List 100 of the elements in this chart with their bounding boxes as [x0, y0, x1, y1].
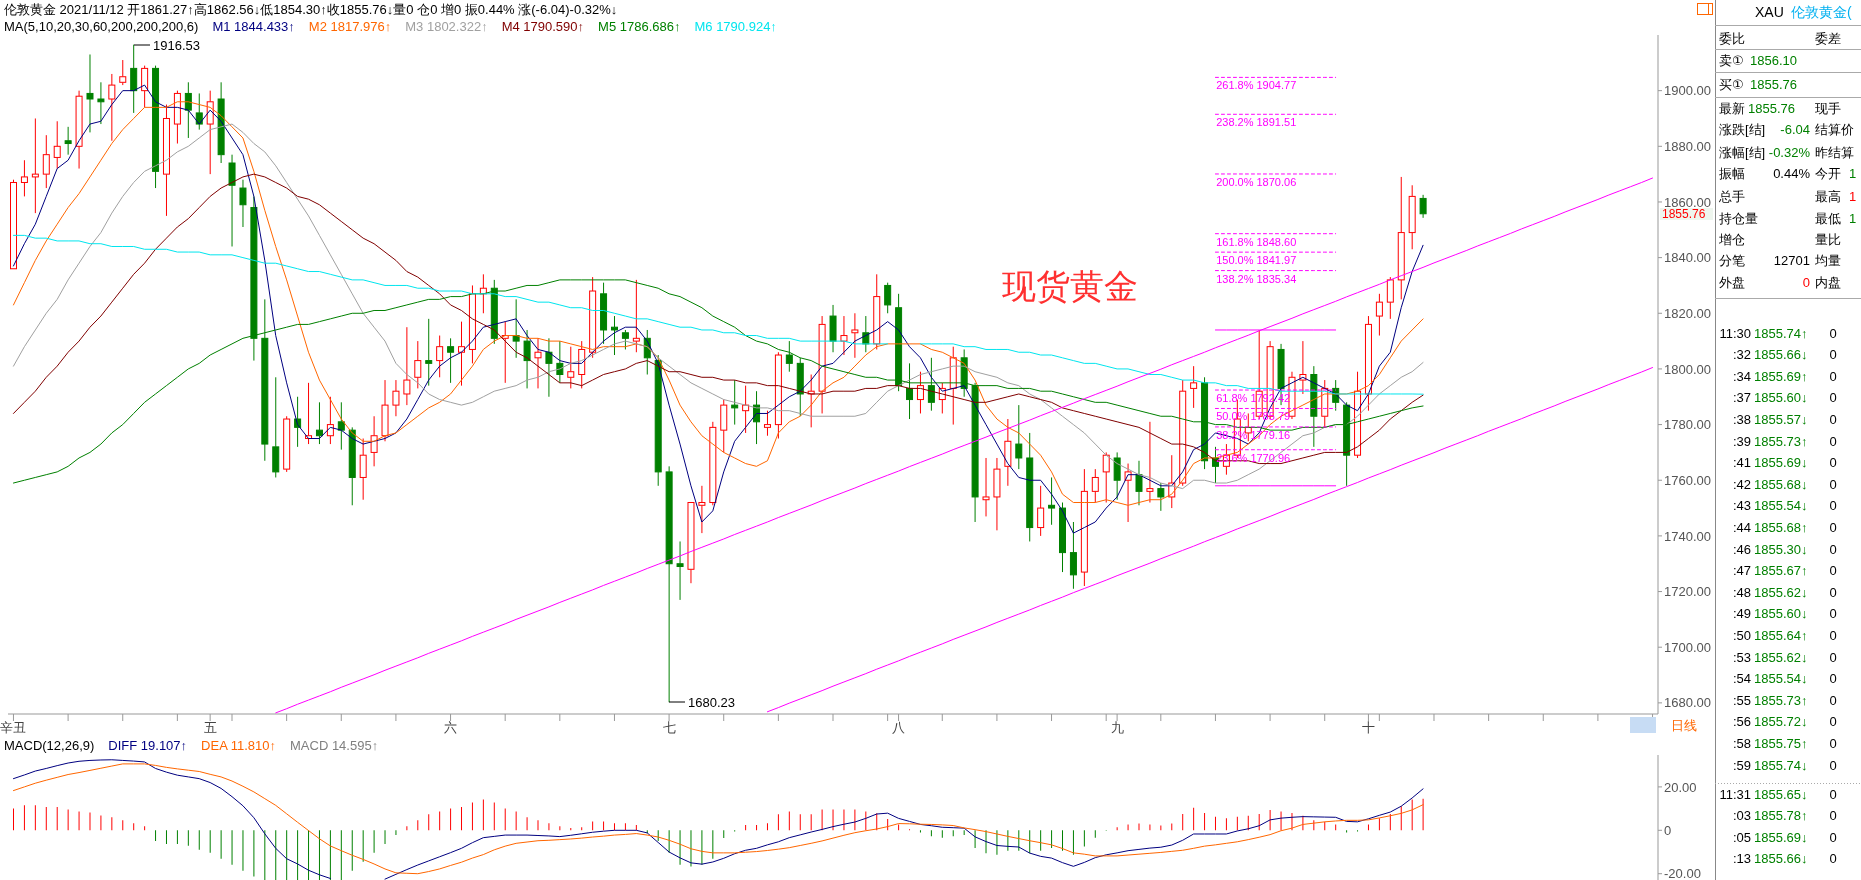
text: 1856.10	[1750, 52, 1797, 68]
candlestick	[556, 340, 564, 384]
text: 1855.78↑	[1754, 808, 1808, 824]
x-tick-label: 八	[892, 719, 906, 735]
x-tick-label: 五	[203, 719, 217, 735]
text: 0	[1829, 541, 1837, 557]
y-tick-label: 1780.00	[1664, 417, 1711, 433]
candlestick	[108, 73, 116, 142]
text: 日线	[1671, 717, 1697, 733]
text: 增仓	[1718, 231, 1745, 247]
text: 1855.72↓	[1754, 714, 1808, 730]
text: 1855.76	[1750, 76, 1797, 92]
text: 0	[1829, 455, 1837, 471]
candlestick	[425, 318, 433, 387]
annotation: 1680.23	[688, 694, 735, 710]
text: 内盘	[1815, 274, 1841, 290]
text: 0	[1829, 498, 1837, 514]
text: :50	[1732, 627, 1751, 643]
text: 0.44%	[1773, 165, 1811, 181]
candlestick	[392, 379, 400, 417]
text: 外盘	[1719, 274, 1745, 290]
text: :05	[1732, 829, 1751, 845]
y-tick-label: 1760.00	[1664, 472, 1711, 488]
candlestick	[840, 315, 848, 356]
text: :54	[1732, 671, 1751, 687]
candlestick	[261, 298, 269, 462]
x-tick-label: 十	[1361, 719, 1375, 735]
text: :53	[1732, 649, 1751, 665]
text: 1855.67↑	[1754, 563, 1808, 579]
text: :38	[1732, 411, 1751, 427]
candlestick	[447, 337, 455, 384]
text: :56	[1732, 714, 1751, 730]
candlestick	[337, 401, 345, 451]
candlestick	[1037, 485, 1045, 537]
text: 0	[1829, 563, 1837, 579]
candlestick	[184, 81, 192, 139]
text: :41	[1732, 455, 1751, 471]
text: :03	[1732, 808, 1751, 824]
annotation: 261.8% 1904.77	[1216, 79, 1297, 92]
x-tick-label: 九	[1110, 719, 1124, 735]
text: :46	[1732, 541, 1751, 557]
text: 1	[1849, 188, 1857, 204]
text: :58	[1732, 735, 1751, 751]
text: :34	[1732, 368, 1751, 384]
y-tick-label: 1720.00	[1664, 584, 1711, 600]
text: 买①	[1719, 76, 1744, 92]
text: 分笔	[1719, 252, 1745, 268]
candlestick	[523, 329, 531, 389]
text: 结算价	[1815, 121, 1854, 137]
annotation: 161.8% 1848.60	[1216, 235, 1297, 248]
line-series	[766, 367, 1654, 713]
text: 1855.76	[1662, 207, 1706, 221]
y-tick-label: 1740.00	[1664, 528, 1711, 544]
candlestick	[239, 179, 247, 228]
text: 11:31	[1719, 786, 1751, 802]
candlestick	[1157, 482, 1165, 512]
text: :13	[1732, 851, 1751, 867]
text: :39	[1732, 433, 1751, 449]
text: 1855.69↓	[1754, 455, 1808, 471]
candlestick	[534, 337, 542, 389]
text: :55	[1732, 692, 1751, 708]
candlestick	[1080, 468, 1088, 587]
text: 0	[1829, 584, 1837, 600]
text: M3 1802.322↑	[405, 19, 488, 34]
chart-title: 伦敦黄金 2021/11/12 开1861.27↑高1862.56↓低1854.30↑收1855.76↓量0 仓0 增0 振0.44% 涨(-6.04)-0.32%↓	[4, 2, 618, 17]
candlestick	[1091, 468, 1099, 504]
candlestick	[370, 415, 378, 467]
text: :37	[1732, 390, 1751, 406]
candlestick	[1015, 404, 1023, 470]
text: 1855.74↑	[1754, 325, 1808, 341]
text: :42	[1732, 476, 1751, 492]
candlestick	[1069, 521, 1077, 590]
text: 委比	[1719, 30, 1745, 46]
text: 11:30	[1719, 325, 1751, 341]
text: 1855.62↓	[1754, 584, 1808, 600]
candlestick	[1408, 184, 1416, 250]
text: 今开	[1815, 165, 1841, 181]
candlestick	[31, 117, 39, 214]
text: 1855.73↑	[1754, 692, 1808, 708]
text: 0	[1829, 390, 1837, 406]
candlestick	[610, 315, 618, 356]
text: 1855.66↓	[1754, 347, 1808, 363]
candlestick	[1026, 432, 1034, 542]
candlestick	[75, 90, 83, 170]
text: 1855.75↑	[1754, 735, 1808, 751]
candlestick	[1102, 451, 1110, 504]
candlestick	[665, 465, 673, 703]
x-tick-label: 辛丑	[0, 719, 27, 735]
text: 0	[1829, 325, 1837, 341]
text: 1855.68↓	[1754, 476, 1808, 492]
text: 0	[1829, 606, 1837, 622]
text: 1855.74↓	[1754, 757, 1808, 773]
text: 0	[1829, 735, 1837, 751]
candlestick	[1146, 421, 1154, 504]
text: 0	[1829, 649, 1837, 665]
text: 均量	[1814, 252, 1841, 268]
candlestick	[97, 81, 105, 125]
text: M6 1790.924↑	[694, 19, 777, 34]
candlestick	[993, 457, 1001, 531]
text: M1 1844.433↑	[212, 19, 295, 34]
